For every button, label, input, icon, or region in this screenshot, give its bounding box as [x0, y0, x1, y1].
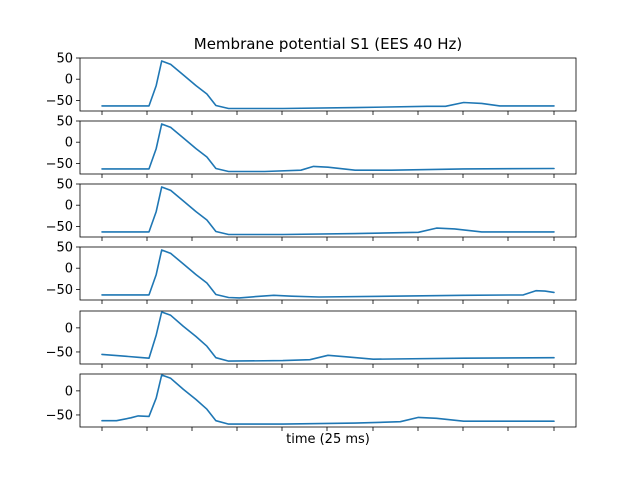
x-axis-label: time (25 ms)	[286, 432, 370, 447]
y-tick-label: 0	[65, 73, 73, 88]
panels-group: 50 0 −50 50 0 −50 50 0 −50 50 0 −50 0 −50 0 −50	[46, 52, 577, 431]
y-tick-label: −50	[46, 408, 73, 423]
membrane-potential-trace	[101, 123, 555, 173]
axes-frame	[79, 120, 577, 175]
axes-frame	[79, 373, 577, 428]
y-tick-label: 0	[65, 262, 73, 277]
subplot-1: 50 0 −50	[46, 52, 577, 115]
subplot-4: 50 0 −50	[46, 241, 577, 304]
y-tick-label: −50	[46, 220, 73, 235]
y-tick-label: −50	[46, 345, 73, 360]
y-tick-label: 0	[65, 321, 73, 336]
subplot-3: 50 0 −50	[46, 178, 577, 241]
y-tick-label: 50	[56, 115, 73, 130]
axes-frame	[79, 57, 577, 112]
axes-frame	[79, 183, 577, 238]
membrane-potential-trace	[101, 311, 555, 362]
subplot-2: 50 0 −50	[46, 115, 577, 178]
y-tick-label: 0	[65, 136, 73, 151]
y-tick-label: 50	[56, 241, 73, 256]
membrane-potential-trace	[101, 60, 555, 110]
subplot-6: 0 −50	[46, 373, 577, 431]
y-tick-label: −50	[46, 94, 73, 109]
membrane-potential-trace	[101, 374, 555, 425]
y-tick-label: −50	[46, 283, 73, 298]
y-tick-label: −50	[46, 157, 73, 172]
axes-frame	[79, 246, 577, 301]
y-tick-label: 0	[65, 199, 73, 214]
chart-title: Membrane potential S1 (EES 40 Hz)	[194, 35, 462, 53]
y-tick-label: 0	[65, 384, 73, 399]
subplot-5: 0 −50	[46, 310, 577, 368]
membrane-potential-trace	[101, 186, 555, 236]
y-tick-label: 50	[56, 52, 73, 67]
membrane-potential-trace	[101, 249, 555, 299]
axes-frame	[79, 310, 577, 365]
y-tick-label: 50	[56, 178, 73, 193]
